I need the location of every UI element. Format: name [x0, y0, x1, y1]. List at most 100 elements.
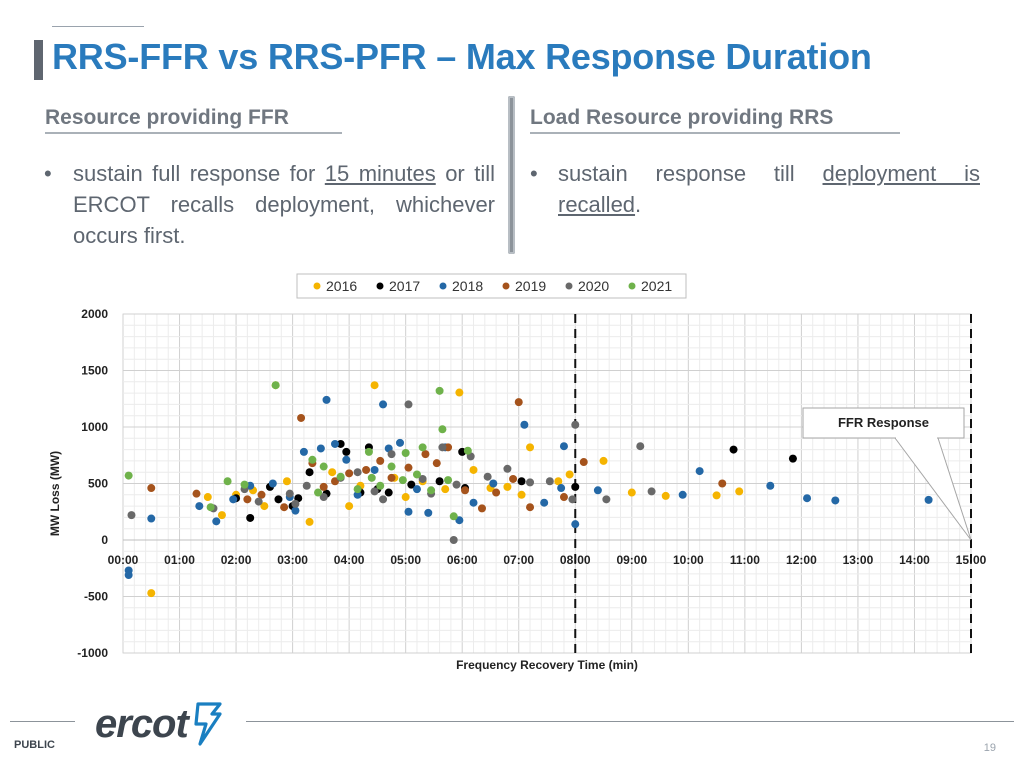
legend-label-2020: 2020 [578, 278, 609, 294]
data-point-2018 [831, 496, 840, 505]
x-tick-label: 07:00 [503, 553, 534, 567]
data-point-2021 [206, 503, 215, 512]
left-bullet-prefix: sustain full response for [73, 161, 325, 186]
data-point-2016 [517, 490, 526, 499]
data-point-2016 [735, 487, 744, 496]
y-tick-label: 500 [88, 477, 108, 491]
data-point-2018 [147, 514, 156, 523]
data-point-2017 [305, 468, 314, 477]
x-tick-label: 00:00 [108, 553, 139, 567]
data-point-2019 [192, 489, 201, 498]
data-point-2016 [305, 517, 314, 526]
right-header-underline [530, 132, 900, 134]
left-bullet-glyph: • [44, 161, 52, 186]
x-tick-label: 14:00 [899, 553, 930, 567]
x-tick-label: 02:00 [221, 553, 252, 567]
data-point-2016 [455, 388, 464, 397]
x-tick-label: 05:00 [390, 553, 421, 567]
data-point-2021 [376, 481, 385, 490]
data-point-2016 [401, 493, 410, 502]
x-axis-title: Frequency Recovery Time (min) [456, 658, 638, 672]
data-point-2018 [489, 479, 498, 488]
right-bullet-underlined: deployment is recalled [558, 161, 980, 217]
data-point-2019 [492, 488, 501, 497]
data-point-2018 [268, 479, 277, 488]
data-point-2021 [314, 488, 323, 497]
data-point-2016 [503, 482, 512, 491]
data-point-2020 [503, 464, 512, 473]
data-point-2017 [571, 482, 580, 491]
data-point-2017 [407, 480, 416, 489]
legend-label-2017: 2017 [389, 278, 420, 294]
data-point-2020 [254, 497, 263, 506]
data-point-2018 [331, 439, 339, 448]
data-point-2019 [432, 459, 441, 468]
footer-rule-right [246, 721, 1014, 722]
data-point-2017 [342, 447, 351, 456]
data-point-2020 [291, 499, 300, 508]
data-point-2021 [401, 448, 410, 457]
legend-label-2019: 2019 [515, 278, 546, 294]
data-point-2020 [353, 468, 362, 477]
data-point-2020 [483, 472, 492, 481]
right-bullet-suffix: . [635, 192, 642, 217]
y-tick-label: 1500 [81, 364, 108, 378]
data-point-2021 [398, 476, 407, 485]
y-tick-label: 1000 [81, 420, 108, 434]
right-bullet-glyph: • [530, 161, 538, 186]
data-point-2017 [336, 439, 345, 448]
x-tick-label: 09:00 [616, 553, 647, 567]
legend-label-2021: 2021 [641, 278, 672, 294]
data-point-2019 [461, 486, 470, 495]
callout-box [802, 407, 965, 439]
data-point-2018 [195, 502, 204, 511]
data-point-2021 [336, 472, 345, 481]
footer-label: PUBLIC [14, 739, 55, 751]
y-tick-label: -1000 [77, 646, 108, 660]
y-tick-label: -500 [84, 590, 108, 604]
data-point-2017 [435, 477, 444, 486]
data-point-2017 [788, 454, 797, 463]
data-point-2017 [517, 477, 526, 486]
data-point-2019 [297, 413, 306, 422]
data-point-2016 [345, 502, 354, 511]
data-point-2020 [602, 495, 611, 504]
data-point-2020 [370, 487, 379, 496]
data-point-2020 [438, 443, 447, 452]
data-point-2021 [387, 462, 396, 471]
data-point-2021 [308, 455, 317, 464]
data-point-2019 [579, 458, 588, 467]
data-point-2018 [229, 495, 238, 504]
data-point-2016 [282, 477, 291, 486]
data-point-2018 [412, 485, 421, 494]
data-point-2018 [353, 490, 362, 499]
data-point-2018 [571, 520, 580, 529]
data-point-2016 [599, 456, 608, 465]
data-point-2020 [302, 481, 311, 490]
callout-text: FFR Response [838, 415, 929, 430]
page-number: 19 [983, 742, 996, 754]
x-tick-label: 08:00 [560, 553, 591, 567]
right-bullet-prefix: sustain response till [558, 161, 823, 186]
data-point-2019 [514, 398, 523, 407]
data-point-2021 [418, 443, 427, 452]
data-point-2019 [280, 503, 289, 512]
data-point-2020 [418, 474, 427, 483]
data-point-2018 [540, 498, 549, 507]
data-point-2018 [469, 498, 478, 507]
data-point-2018 [455, 516, 464, 525]
data-point-2021 [435, 386, 444, 395]
data-point-2019 [319, 482, 328, 491]
data-point-2021 [412, 470, 421, 479]
data-point-2021 [449, 512, 458, 521]
data-point-2021 [271, 381, 280, 390]
data-point-2018 [404, 507, 413, 516]
data-point-2016 [565, 470, 574, 479]
data-point-2016 [217, 511, 226, 520]
data-point-2016 [370, 381, 379, 390]
x-tick-label: 11:00 [730, 553, 760, 567]
left-bullet-text: sustain full response for 15 minutes or … [73, 158, 495, 251]
left-bullet-suffix: or till ERCOT recalls deployment, whiche… [73, 161, 495, 248]
left-bullet-underlined: 15 minutes [324, 161, 436, 186]
legend-box [296, 273, 687, 299]
